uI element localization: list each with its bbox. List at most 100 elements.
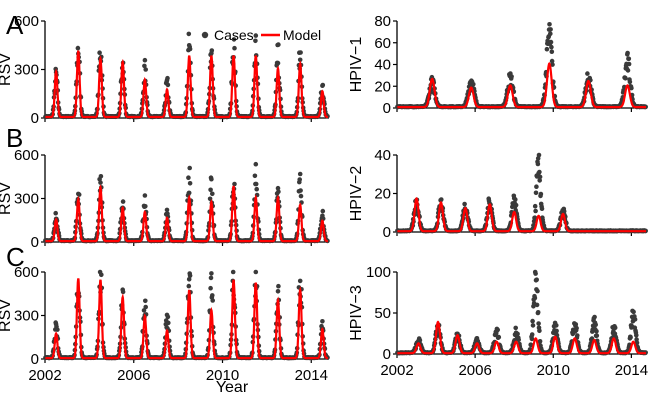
case-point [143, 304, 148, 310]
case-point [298, 188, 303, 193]
panel-label-b: B [6, 123, 23, 153]
case-point [513, 325, 518, 331]
case-point [187, 165, 192, 171]
y-axis-title: RSV [0, 53, 14, 86]
y-tick-label: 300 [14, 62, 39, 79]
case-point [537, 328, 542, 334]
case-point [439, 197, 444, 202]
case-point [232, 45, 237, 51]
case-point [298, 193, 304, 199]
case-point [535, 161, 541, 167]
case-point [297, 57, 303, 63]
case-point [548, 27, 553, 32]
case-point [629, 85, 634, 91]
case-point [513, 197, 518, 202]
case-point [632, 317, 638, 322]
x-axis-title: Year [216, 379, 249, 396]
case-point [187, 273, 193, 278]
case-point [471, 82, 476, 87]
y-tick-label: 100 [366, 264, 391, 281]
y-tick-label: 60 [374, 35, 391, 52]
case-point [98, 174, 104, 179]
case-point [534, 302, 540, 308]
case-point [534, 277, 539, 283]
y-axis-title: RSV [0, 182, 14, 215]
case-point [554, 328, 559, 334]
subplot-a-rsv: 0 300 600 RSV [0, 13, 330, 127]
case-point [210, 191, 215, 197]
x-tick-label: 2006 [458, 362, 491, 379]
case-point [627, 79, 633, 85]
y-axis-title: HPIV−1 [348, 37, 365, 93]
case-point [53, 210, 58, 216]
case-point [253, 33, 259, 38]
case-point [186, 31, 192, 37]
case-point [625, 68, 631, 73]
case-point [297, 278, 303, 284]
cases-series [395, 152, 648, 234]
case-point [165, 82, 171, 88]
case-point [594, 328, 599, 334]
case-point [539, 206, 545, 211]
case-point [210, 298, 215, 303]
case-point [533, 271, 538, 276]
case-point [76, 192, 82, 197]
case-point [536, 152, 542, 158]
case-point [165, 75, 170, 81]
x-tick-label: 2010 [537, 362, 570, 379]
case-point [254, 186, 259, 192]
x-tick-label: 2002 [28, 367, 61, 384]
case-point [535, 310, 541, 315]
case-point [276, 42, 281, 47]
case-point [509, 74, 514, 79]
legend-cases-marker [201, 31, 209, 39]
case-point [320, 82, 326, 88]
y-axis-title: HPIV−3 [348, 285, 365, 341]
case-point [142, 193, 148, 198]
case-point [515, 331, 520, 337]
case-point [142, 63, 147, 69]
case-point [99, 272, 104, 278]
case-point [550, 62, 555, 67]
legend: Cases Model [201, 27, 321, 43]
case-point [592, 314, 597, 320]
case-point [612, 325, 618, 331]
case-point [275, 289, 281, 294]
case-point [165, 314, 171, 320]
case-point [143, 298, 148, 304]
case-point [532, 203, 538, 209]
case-point [513, 202, 519, 208]
legend-cases-label: Cases [214, 27, 254, 43]
x-tick-label: 2002 [380, 362, 413, 379]
case-point [593, 322, 598, 328]
legend-model-label: Model [283, 27, 321, 43]
case-point [142, 57, 148, 63]
case-point [529, 332, 535, 337]
x-tick-label: 2014 [295, 367, 328, 384]
y-tick-label: 0 [31, 110, 39, 127]
case-point [209, 271, 214, 276]
y-tick-label: 600 [14, 264, 39, 281]
case-point [549, 44, 554, 50]
case-point [628, 335, 633, 340]
case-point [538, 191, 544, 197]
case-point [575, 333, 580, 338]
case-point [533, 208, 538, 214]
x-tick-label: 2006 [117, 367, 150, 384]
subplot-a-hpiv1: 0 20 40 60 80 HPIV−1 [348, 13, 648, 117]
case-point [535, 288, 540, 294]
case-point [210, 293, 215, 298]
case-point [276, 189, 281, 195]
case-point [547, 22, 552, 27]
case-point [208, 285, 213, 291]
case-point [536, 321, 541, 326]
cases-series [395, 269, 648, 356]
case-point [97, 50, 102, 55]
case-point [532, 295, 538, 301]
case-point [120, 199, 126, 204]
case-point [537, 174, 543, 180]
case-point [537, 339, 543, 344]
x-tick-label: 2014 [615, 362, 648, 379]
